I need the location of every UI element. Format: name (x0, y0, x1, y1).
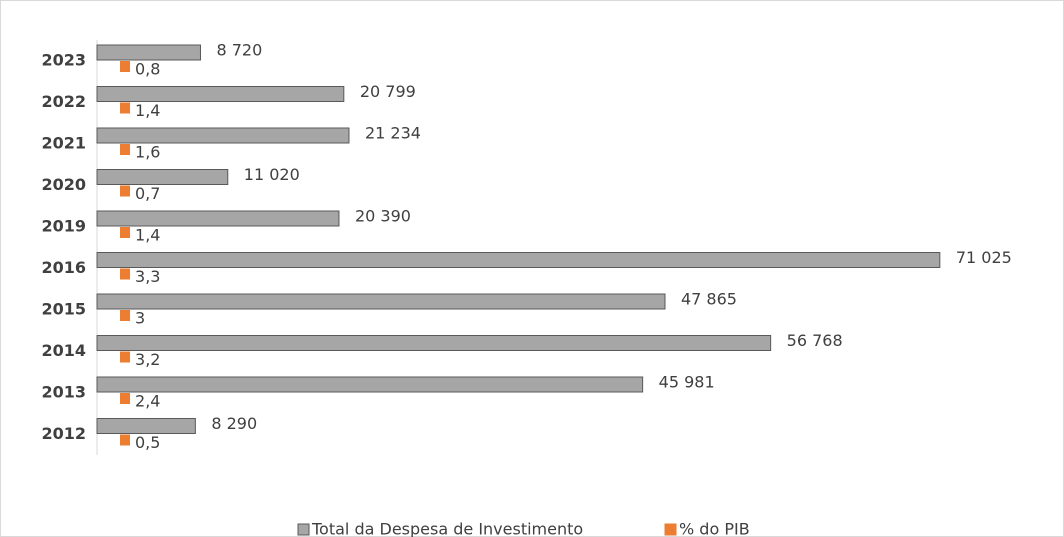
value-label: 71 025 (956, 248, 1012, 267)
bar (96, 127, 350, 144)
value-label: 1,6 (135, 143, 160, 162)
y-tick-label: 2023 (41, 50, 86, 69)
value-label: 8 720 (216, 41, 262, 60)
legend-label: Total da Despesa de Investimento (311, 520, 583, 537)
value-label: 8 290 (211, 414, 257, 433)
bar (96, 210, 340, 227)
bar (96, 86, 345, 102)
y-tick-label: 2022 (41, 92, 86, 111)
y-tick-label: 2020 (41, 175, 86, 194)
value-label: 56 768 (787, 331, 843, 350)
bar (96, 418, 196, 434)
legend-label: % do PIB (679, 520, 750, 537)
value-label: 11 020 (244, 165, 300, 184)
value-label: 47 865 (681, 290, 737, 309)
value-label: 45 981 (659, 373, 715, 392)
value-label: 20 390 (355, 207, 411, 226)
value-label: 0,8 (135, 60, 160, 79)
value-label: 3 (135, 309, 145, 328)
value-label: 1,4 (135, 101, 160, 120)
bar (96, 335, 772, 351)
bar (96, 293, 666, 310)
y-tick-label: 2015 (41, 299, 86, 318)
bar (96, 252, 941, 268)
value-label: 2,4 (135, 392, 160, 411)
bar (96, 376, 644, 393)
bar (96, 44, 201, 61)
value-label: 20 799 (360, 82, 416, 101)
value-label: 21 234 (365, 124, 421, 143)
y-tick-label: 2019 (41, 216, 86, 235)
legend-swatch (297, 523, 310, 536)
y-tick-label: 2021 (41, 133, 86, 152)
y-tick-label: 2013 (41, 382, 86, 401)
bar (96, 169, 229, 185)
value-label: 3,3 (135, 267, 160, 286)
y-tick-label: 2014 (41, 341, 86, 360)
y-tick-label: 2016 (41, 258, 86, 277)
value-label: 1,4 (135, 226, 160, 245)
y-tick-label: 2012 (41, 424, 86, 443)
value-label: 3,2 (135, 350, 160, 369)
legend-swatch (664, 523, 677, 536)
value-label: 0,5 (135, 433, 160, 452)
value-label: 0,7 (135, 184, 160, 203)
